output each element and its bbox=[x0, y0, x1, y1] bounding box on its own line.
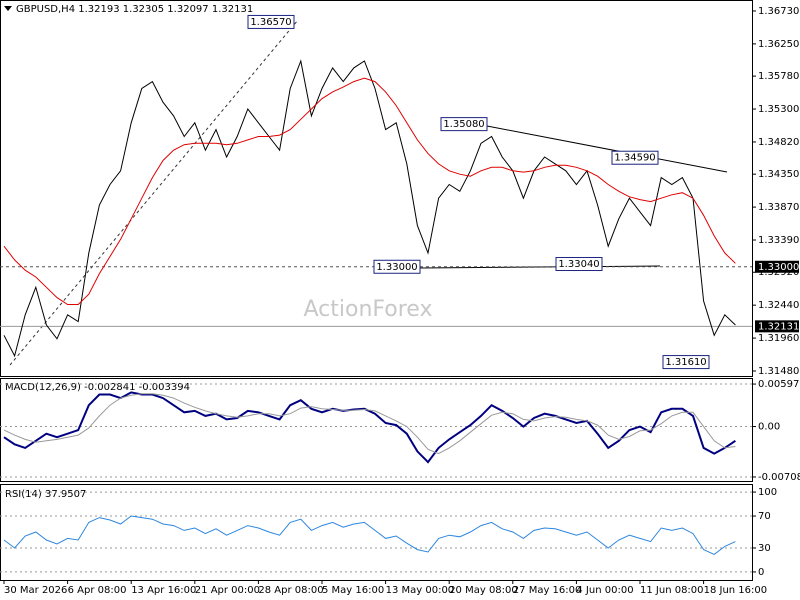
price-annotation: 1.34590 bbox=[614, 153, 655, 164]
price-annotation-box bbox=[247, 14, 295, 29]
rsi-panel bbox=[0, 484, 753, 581]
y-tick-label: 0.00 bbox=[758, 422, 780, 433]
y-tick-label: 1.31960 bbox=[758, 333, 799, 344]
macd-panel bbox=[0, 378, 753, 482]
price-annotation-box bbox=[611, 150, 659, 165]
series-line bbox=[3, 391, 736, 464]
x-tick-label: 4 Jun 00:00 bbox=[576, 585, 633, 596]
x-tick-label: 13 Apr 16:00 bbox=[131, 585, 196, 596]
price-annotation-box bbox=[662, 355, 710, 370]
level-box bbox=[755, 260, 799, 273]
y-tick-label: 70 bbox=[758, 511, 771, 522]
price-annotation-box bbox=[555, 257, 603, 272]
y-tick-label: 0.005973 bbox=[758, 379, 800, 390]
y-tick-label: 100 bbox=[758, 487, 777, 498]
series-line bbox=[3, 515, 736, 555]
y-tick-label: 1.36730 bbox=[758, 6, 799, 17]
last-price-box bbox=[755, 320, 799, 333]
y-tick-label: -0.007086 bbox=[758, 472, 800, 483]
level-label: 1.33000 bbox=[758, 262, 799, 273]
y-tick-label: 1.35780 bbox=[758, 71, 799, 82]
trend-line bbox=[9, 19, 299, 366]
last-price-label: 1.32131 bbox=[758, 321, 799, 332]
x-tick-label: 11 Jun 08:00 bbox=[640, 585, 704, 596]
price-annotation-box bbox=[373, 259, 421, 274]
price-annotation: 1.35080 bbox=[443, 119, 484, 130]
price-annotation: 1.33040 bbox=[558, 259, 599, 270]
x-tick-label: 27 May 16:00 bbox=[513, 585, 582, 596]
trend-line bbox=[486, 125, 728, 173]
y-tick-label: 1.33870 bbox=[758, 202, 799, 213]
price-annotation: 1.36570 bbox=[250, 17, 291, 28]
y-tick-label: 1.35300 bbox=[758, 104, 799, 115]
y-tick-label: 1.34820 bbox=[758, 137, 799, 148]
x-tick-label: 6 Apr 08:00 bbox=[68, 585, 127, 596]
series-line bbox=[3, 59, 736, 358]
price-title: GBPUSD,H4 1.32193 1.32305 1.32097 1.3213… bbox=[16, 4, 253, 15]
price-annotation-box bbox=[440, 117, 488, 132]
x-tick-label: 13 May 00:00 bbox=[386, 585, 455, 596]
y-tick-label: 1.34350 bbox=[758, 169, 799, 180]
y-tick-label: 1.33390 bbox=[758, 235, 799, 246]
series-line bbox=[3, 77, 736, 305]
price-annotation: 1.31610 bbox=[665, 357, 706, 368]
x-tick-label: 28 Apr 08:00 bbox=[258, 585, 323, 596]
y-tick-label: 30 bbox=[758, 543, 771, 554]
x-tick-label: 30 Mar 2026 bbox=[4, 585, 67, 596]
series-line bbox=[3, 393, 736, 455]
x-tick-label: 5 May 16:00 bbox=[322, 585, 384, 596]
y-tick-label: 1.36250 bbox=[758, 39, 799, 50]
x-tick-label: 18 Jun 16:00 bbox=[704, 585, 768, 596]
y-tick-label: 1.32440 bbox=[758, 300, 799, 311]
price-panel bbox=[0, 0, 753, 377]
y-tick-label: 1.31480 bbox=[758, 366, 799, 377]
y-tick-label: 0 bbox=[758, 567, 764, 578]
macd-title: MACD(12,26,9) -0.002841 -0.003394 bbox=[5, 382, 190, 393]
watermark: ActionForex bbox=[304, 297, 433, 322]
x-tick-label: 20 May 08:00 bbox=[449, 585, 518, 596]
x-tick-label: 21 Apr 00:00 bbox=[195, 585, 260, 596]
rsi-title: RSI(14) 37.9507 bbox=[5, 489, 86, 500]
symbol-icon bbox=[4, 6, 12, 11]
price-annotation: 1.33000 bbox=[376, 262, 417, 273]
